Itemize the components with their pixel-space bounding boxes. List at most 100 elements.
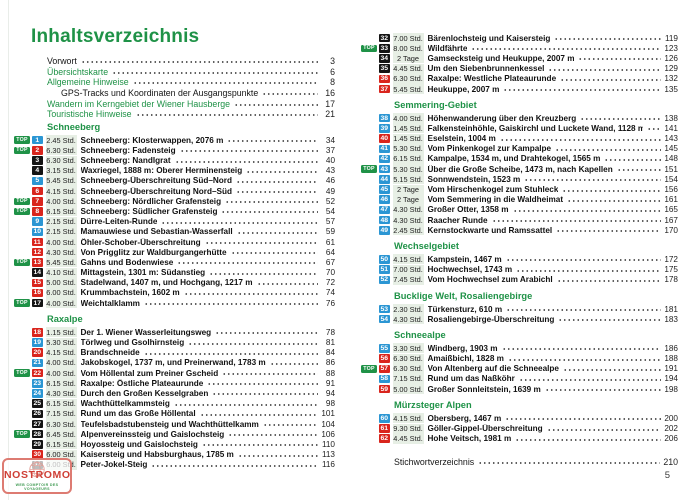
front-matter-label: GPS-Tracks und Koordinaten der Ausgangsp…	[61, 88, 259, 99]
tour-number-badge: 32	[379, 33, 390, 43]
tour-number-badge: 6	[32, 186, 43, 196]
toc-entry: 41 5.30 Std. Vom Pinkenkogel zur Kampalpe 1…	[361, 143, 678, 154]
toc-entry: 5 5.45 Std. Schneeberg-Überschreitung Süd–…	[14, 175, 335, 186]
tour-number-badge: 29	[32, 440, 43, 449]
section-header: Bucklige Welt, Rosaliengebirge	[394, 290, 533, 301]
tour-duration: 6.15 Std.	[45, 439, 77, 450]
tour-title: Wachthüttelkammsteig	[80, 399, 170, 409]
dot-leader	[177, 260, 318, 267]
globe-icon	[29, 461, 45, 478]
tour-duration: 6.15 Std.	[45, 398, 77, 409]
tour-number-badge: 28	[32, 429, 43, 439]
dot-leader	[515, 436, 661, 443]
tour-title: Jakobskogel, 1737 m, und Preinerwand, 17…	[80, 358, 266, 368]
tour-page-number: 52	[325, 196, 335, 206]
tour-page-number: 183	[664, 314, 678, 324]
toc-entry: 40 1.45 Std. Eselstein, 1004 m 143	[361, 133, 678, 144]
tour-page-number: 119	[664, 33, 678, 43]
tour-duration: 6.15 Std.	[45, 378, 77, 389]
tour-number-badge: 38	[379, 113, 390, 123]
toc-entry: 18 1.15 Std. Der 1. Wiener Wasserleitungsw…	[14, 327, 335, 338]
tour-page-number: 178	[664, 275, 678, 285]
tour-title: Stadelwand, 1407 m, und Hochgang, 1217 m	[80, 278, 253, 288]
tour-number-badge: 43	[379, 164, 390, 174]
toc-entry: 35 4.45 Std. Um den Siebenbrunnenkessel 129	[361, 63, 678, 74]
tour-title: Raacher Runde	[427, 215, 488, 225]
tour-title: Schneeberg: Nördlicher Grafensteig	[80, 196, 222, 206]
toc-entry: TOP 1 2.45 Std. Schneeberg: Klosterwappen, …	[14, 135, 335, 146]
tour-number-badge: 16	[32, 288, 43, 298]
tour-title: Um den Siebenbrunnenkessel	[427, 64, 545, 74]
tour-page-number: 104	[321, 419, 335, 429]
tour-duration: 4.00 Std.	[45, 237, 77, 248]
dot-leader	[112, 69, 318, 76]
tour-title: Vom Höllental zum Preiner Gscheid	[80, 368, 219, 378]
tour-title: Teufelsbadstubensteig und Wachthüttelkam…	[80, 419, 259, 429]
toc-entry: 21 4.00 Std. Jakobskogel, 1737 m, und Prei…	[14, 357, 335, 368]
top-badge: TOP	[14, 369, 30, 377]
front-matter-label: Wandern im Kerngebiet der Wiener Hausber…	[47, 98, 231, 109]
dot-leader	[554, 36, 661, 43]
front-matter-list: Vorwort 3 Übersichtskarte 6 Allgemeine Hinwe…	[14, 56, 335, 120]
tour-number-badge: 14	[32, 268, 43, 277]
tour-page-number: 86	[325, 358, 335, 368]
tour-title: Rosaliengebirge-Überschreitung	[427, 314, 555, 324]
tour-duration: 4.00 Std.	[45, 298, 77, 309]
tour-duration: 2.15 Std.	[45, 226, 77, 237]
tour-page-number: 84	[325, 348, 335, 358]
toc-entry: 38 4.00 Std. Höhenwanderung über den Kreuz…	[361, 113, 678, 124]
toc-entry: TOP 17 4.00 Std. Weichtalklamm 76	[14, 298, 335, 309]
tour-title: Waxriegel, 1888 m: Oberer Herminensteig	[80, 166, 243, 176]
tour-number-badge: 17	[32, 298, 43, 308]
top-badge: TOP	[14, 258, 30, 267]
tour-duration: 4.15 Std.	[45, 186, 77, 197]
tour-duration: 2.45 Std.	[45, 135, 77, 146]
toc-entry: 4 3.15 Std. Waxriegel, 1888 m: Oberer Herm…	[14, 165, 335, 176]
front-matter-page-number: 8	[330, 77, 335, 88]
dot-leader	[143, 301, 318, 308]
top-badge: TOP	[14, 430, 30, 438]
tour-page-number: 181	[664, 304, 678, 314]
front-matter-entry: GPS-Tracks und Koordinaten der Ausgangsp…	[14, 88, 335, 99]
tour-number-badge: 54	[379, 314, 390, 324]
tour-duration: 6.15 Std.	[392, 153, 424, 164]
tour-number-badge: 48	[379, 215, 390, 225]
toc-entry: 58 7.15 Std. Rund um das Naßköhr 194	[361, 373, 678, 384]
tour-title: Vom Hochwechsel zum Arabichl	[427, 275, 553, 285]
dot-leader	[143, 350, 318, 357]
tour-duration: 5.30 Std.	[392, 143, 424, 154]
tour-duration: 7.15 Std.	[392, 373, 424, 384]
tour-title: Vom Pinkenkogel zur Kampalpe	[427, 144, 552, 154]
tour-page-number: 129	[664, 64, 678, 74]
dot-leader	[562, 366, 661, 373]
tour-page-number: 172	[664, 254, 678, 264]
tour-number-badge: 51	[379, 265, 390, 274]
tour-title: Alpenvereinssteig und Gaislochsteig	[80, 429, 225, 439]
tour-number-badge: 44	[379, 175, 390, 184]
tour-page-number: 148	[664, 154, 678, 164]
tour-duration: 9.30 Std.	[392, 423, 424, 434]
page-title: Inhaltsverzeichnis	[31, 26, 200, 47]
dot-leader	[222, 371, 318, 378]
tour-number-badge: 52	[379, 275, 390, 285]
dot-leader	[236, 178, 318, 185]
tour-title: Hoyossteig und Gaislochsteig	[80, 439, 198, 449]
front-matter-label: Touristische Hinweise	[47, 109, 132, 120]
dot-leader	[236, 229, 318, 236]
front-matter-entry: Touristische Hinweise 21	[14, 109, 335, 120]
tour-page-number: 40	[325, 156, 335, 166]
tour-page-number: 54	[325, 206, 335, 216]
tour-number-badge: 59	[379, 384, 390, 394]
tour-page-number: 145	[664, 144, 678, 154]
tour-number-badge: 47	[379, 205, 390, 215]
dot-leader	[135, 112, 318, 119]
tour-number-badge: 27	[32, 419, 43, 429]
dot-leader	[179, 148, 318, 155]
tour-number-badge: 7	[32, 197, 43, 206]
dot-leader	[491, 218, 661, 225]
tour-number-badge: 9	[32, 217, 43, 226]
dot-leader	[256, 280, 318, 287]
dot-leader	[478, 459, 661, 466]
tour-title: Eselstein, 1004 m	[427, 134, 496, 144]
tour-number-badge: 13	[32, 258, 43, 267]
